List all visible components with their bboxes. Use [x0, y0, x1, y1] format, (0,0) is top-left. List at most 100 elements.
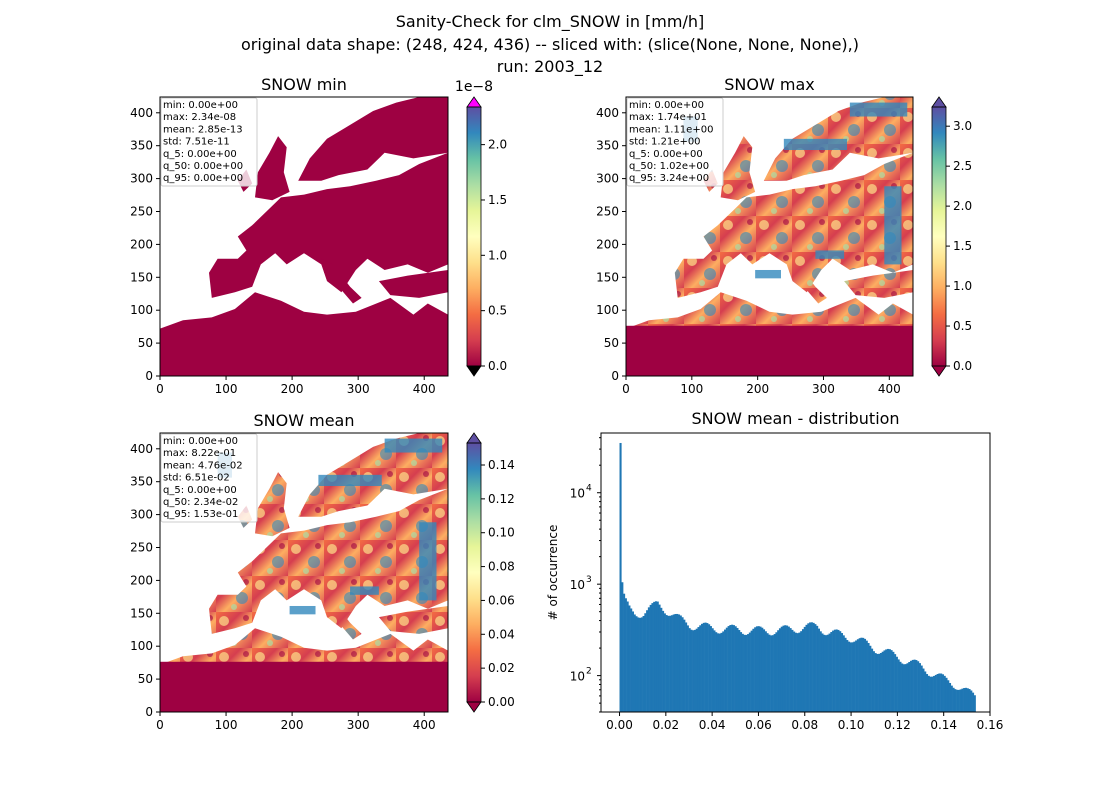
histogram-bar [674, 613, 677, 712]
histogram-bar [766, 633, 769, 712]
histogram-bar [902, 664, 906, 712]
stats-line: max: 1.74e+01 [629, 112, 707, 123]
y-tick-label: 300 [130, 172, 153, 186]
stats-box-frame [160, 97, 258, 187]
stats-line: min: 0.00e+00 [163, 436, 238, 447]
histogram-bar [623, 593, 626, 712]
stats-line: q_5: 0.00e+00 [163, 485, 237, 496]
histogram-bar [777, 630, 780, 712]
histogram-bar [957, 689, 960, 712]
histogram-panel: SNOW mean - distribution 0.00 0.02 0.04 0.06… [546, 409, 1003, 732]
colorbar-tick-label: 0.04 [488, 627, 515, 641]
map-panel-min: SNOW min 0 100 200 300 400 0 50 100 150 200 250 300 3… [130, 75, 507, 396]
colorbar-tick-label: 2.5 [953, 159, 972, 173]
histogram-bar [855, 640, 858, 712]
histogram-bar [970, 690, 973, 712]
histogram-bar [658, 604, 661, 712]
map-title: SNOW min [261, 75, 347, 94]
histogram-bar [899, 661, 902, 712]
colorbar-frame [466, 442, 482, 703]
histogram-bar [637, 617, 640, 712]
colorbar-offset-label: 1e−8 [455, 79, 493, 95]
histogram-bar [968, 689, 971, 712]
map-field [626, 97, 913, 376]
y-tick-label: 0 [145, 369, 153, 383]
histogram-bar [823, 634, 826, 712]
histogram-bar [635, 616, 638, 712]
histogram-bar [892, 651, 895, 712]
histogram-bar [656, 601, 659, 712]
colorbar-extend-min [466, 701, 482, 713]
land-region [255, 472, 290, 537]
x-tick-label: 0.04 [699, 718, 726, 732]
histogram-bar [676, 613, 679, 712]
colorbar-tick-label: 2.0 [488, 138, 507, 152]
colorbar: 0.00 0.02 0.04 0.06 0.08 0.10 0.12 0.14 [466, 432, 515, 713]
histogram-bar [704, 622, 707, 712]
histogram-bar [809, 622, 812, 712]
histogram-bar [619, 442, 622, 712]
histogram-bar [840, 633, 844, 712]
map-field [160, 97, 448, 376]
x-tick-label: 100 [215, 718, 238, 732]
land-region [720, 136, 756, 201]
x-tick-label: 100 [215, 382, 238, 396]
y-tick-label: 150 [130, 270, 153, 284]
high-value-region [350, 586, 379, 595]
colorbar-tick-label: 1.5 [953, 239, 972, 253]
histogram-bar [796, 633, 799, 712]
x-tick-label: 0.16 [977, 718, 1004, 732]
histogram-bar [780, 626, 783, 712]
colorbar-ramp [467, 107, 481, 366]
y-tick-label: 400 [130, 106, 153, 120]
map-title: SNOW mean [254, 411, 355, 430]
histogram-bar [747, 634, 750, 712]
histogram-bar [662, 610, 665, 712]
histogram-bar [842, 635, 845, 712]
y-tick-label: 300 [130, 508, 153, 522]
histogram-bar [918, 663, 921, 712]
y-axis-label: # of occurrence [546, 525, 560, 621]
histogram-bar [773, 634, 776, 712]
x-tick-label: 200 [281, 382, 304, 396]
histogram-bar [640, 617, 643, 712]
histogram-bar [624, 598, 627, 712]
histogram-bar [778, 628, 782, 712]
histogram-bar [837, 629, 840, 712]
colorbar-frame [931, 106, 947, 367]
histogram-bar [897, 659, 900, 712]
land-region [674, 152, 913, 298]
histogram-bar [936, 674, 939, 712]
map-panel-max: SNOW max 0 100 200 300 400 0 50 100 150 200 250 300 3… [596, 75, 972, 396]
histogram-bar [947, 680, 950, 712]
histogram-bar [787, 626, 790, 712]
histogram-bar [724, 629, 727, 712]
colorbar-tick-label: 1.0 [953, 279, 972, 293]
histogram-bar [959, 689, 962, 712]
histogram-bar [688, 628, 691, 712]
histogram-bar [660, 607, 663, 712]
histogram-bar [695, 628, 698, 712]
histogram-bar [743, 634, 746, 712]
histogram-bar [706, 623, 709, 712]
colorbar-tick-label: 0.06 [488, 593, 515, 607]
colorbar-tick-label: 2.0 [953, 199, 972, 213]
map-title: SNOW max [724, 75, 814, 94]
histogram-bar [621, 582, 624, 712]
x-tick-label: 0 [156, 718, 164, 732]
histogram-bar [770, 635, 773, 712]
histogram-bar [761, 627, 764, 712]
histogram-bar [755, 626, 758, 712]
histogram-bar [825, 635, 828, 712]
histogram-bar [651, 603, 654, 712]
histogram-bar [803, 626, 806, 712]
histogram-bar [888, 649, 891, 712]
y-tick-label: 200 [130, 573, 153, 587]
y-tick-label: 100 [130, 639, 153, 653]
histogram-bar [647, 607, 650, 712]
histogram-bar [716, 633, 720, 712]
histogram-bar [628, 605, 631, 712]
histogram-bar [828, 633, 831, 712]
histogram-bar [863, 638, 867, 712]
figure-title-line2: original data shape: (248, 424, 436) -- … [241, 35, 859, 54]
